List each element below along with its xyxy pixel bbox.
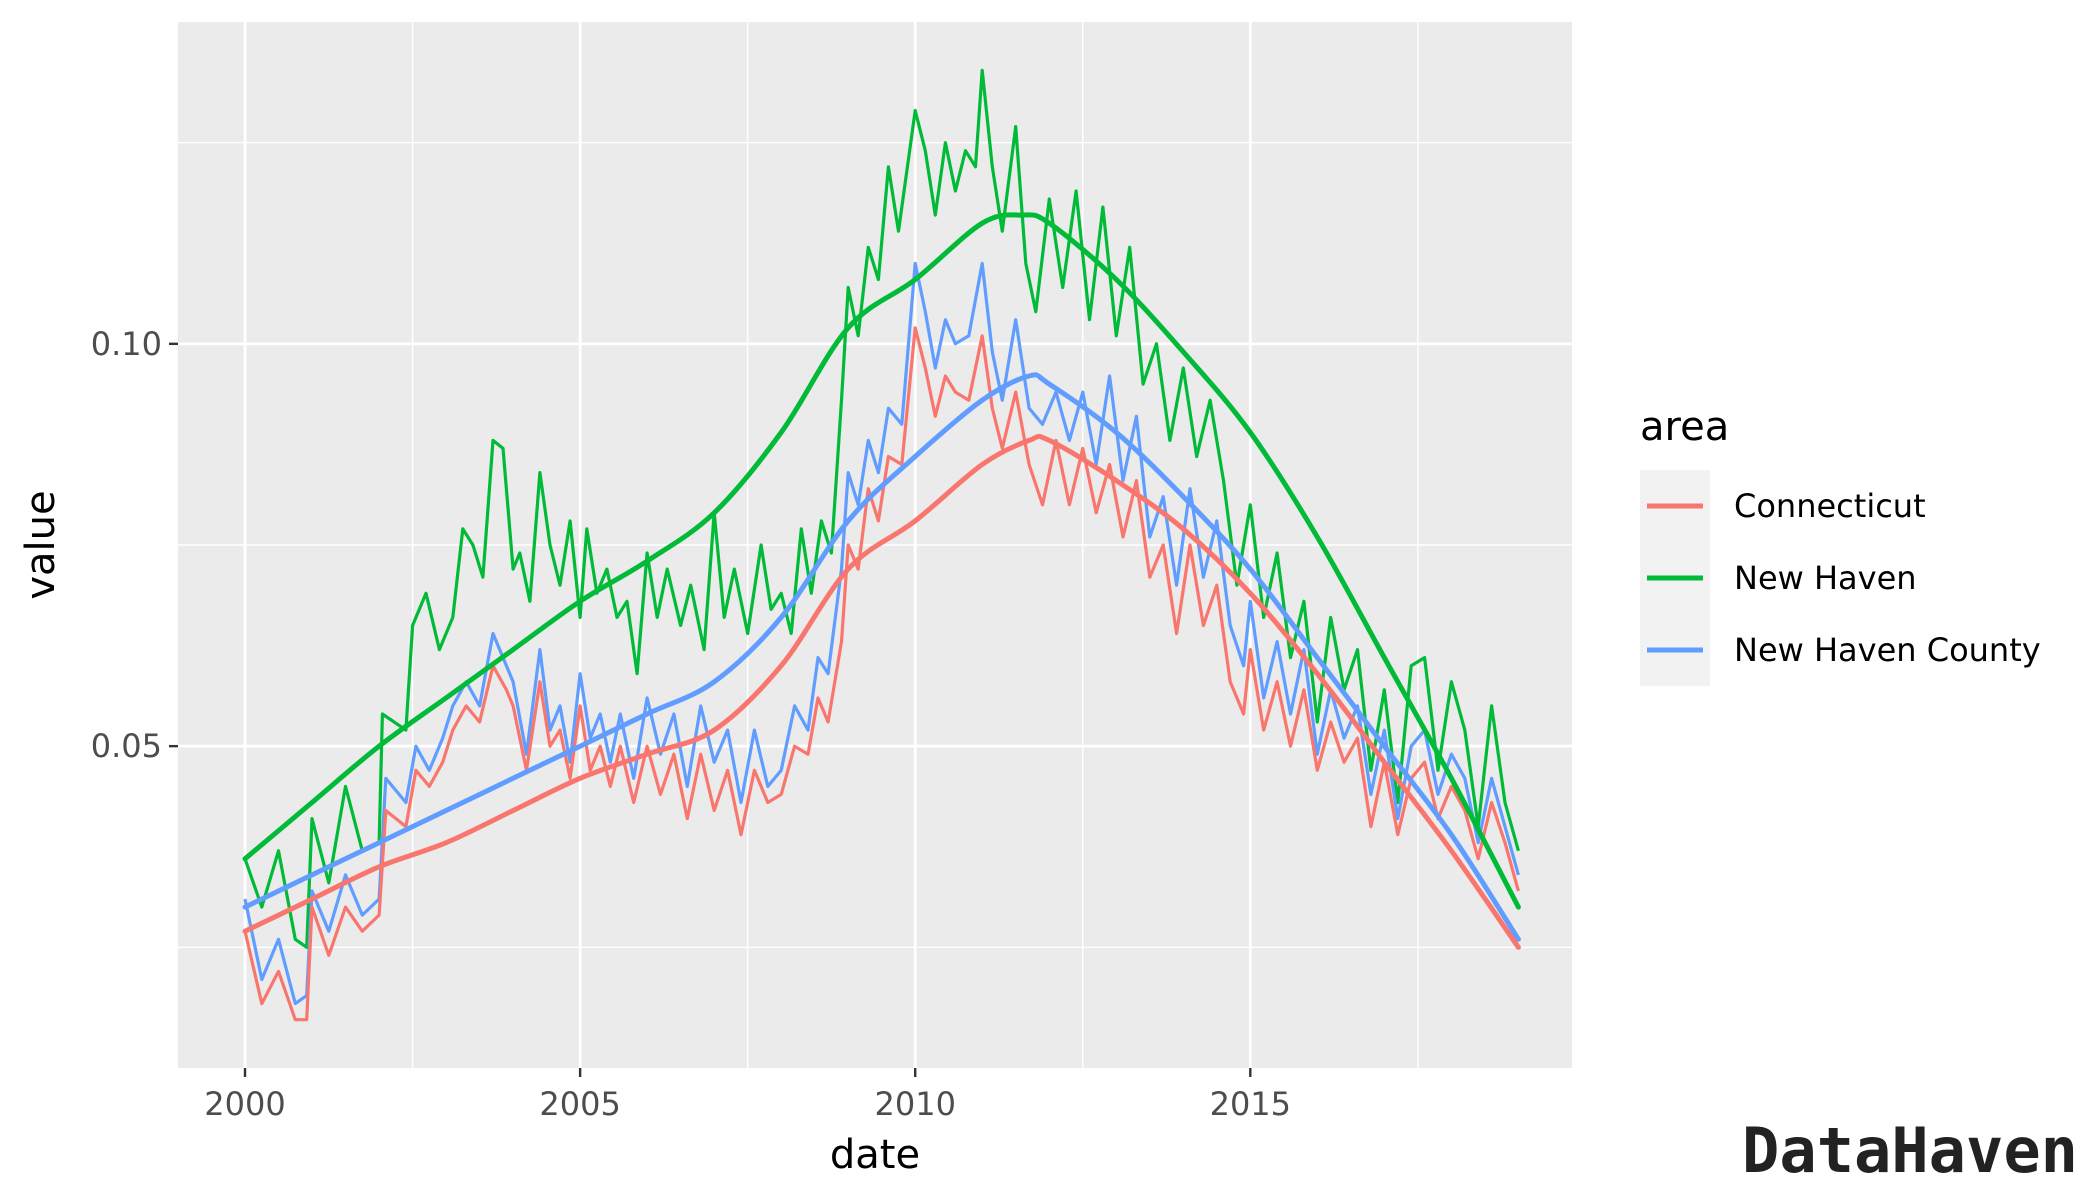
smooth-line-new-haven-county	[242, 372, 1521, 942]
legend-items: Connecticut New Haven New Haven County	[1640, 470, 2041, 686]
x-axis-title: date	[830, 1132, 920, 1178]
legend-label-connecticut: Connecticut	[1734, 487, 1926, 525]
x-tick-label: 2000	[204, 1085, 285, 1123]
axes: 2000 2005 2010 2015 0.05 0.10	[91, 325, 1291, 1123]
series-line-new-haven-county	[243, 261, 1520, 1006]
y-tick-label: 0.10	[91, 325, 162, 363]
x-tick-label: 2010	[874, 1085, 955, 1123]
legend-title: area	[1640, 404, 1729, 450]
y-axis-title: value	[18, 490, 64, 599]
smooth-line-new-haven	[242, 212, 1521, 910]
legend-label-new-haven-county: New Haven County	[1734, 631, 2041, 669]
datahaven-logo: DataHaven	[1742, 1114, 2078, 1187]
series-lines	[243, 68, 1520, 1022]
smooth-lines	[242, 212, 1521, 950]
series-line-new-haven	[243, 68, 1520, 949]
legend: area Connecticut New Haven New Haven Count…	[1640, 404, 2041, 686]
smooth-line-connecticut	[242, 433, 1521, 950]
x-tick-label: 2005	[539, 1085, 620, 1123]
x-tick-label: 2015	[1210, 1085, 1291, 1123]
y-tick-label: 0.05	[91, 727, 162, 765]
series-line-connecticut	[243, 326, 1520, 1022]
legend-label-new-haven: New Haven	[1734, 559, 1917, 597]
